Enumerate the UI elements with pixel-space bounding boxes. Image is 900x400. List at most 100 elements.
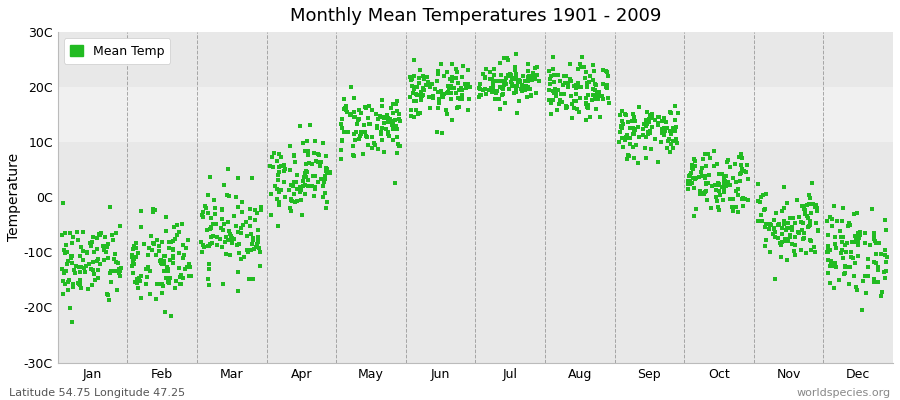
Point — [858, 273, 872, 280]
Point — [390, 98, 404, 104]
Point — [774, 254, 788, 260]
Point — [344, 84, 358, 90]
Point — [458, 80, 473, 87]
Point — [431, 105, 446, 111]
Point — [581, 105, 596, 111]
Point — [640, 109, 654, 116]
Point — [778, 218, 792, 224]
Point — [346, 131, 361, 138]
Point — [415, 93, 429, 99]
Point — [876, 288, 890, 295]
Point — [501, 85, 516, 92]
Point — [153, 260, 167, 266]
Point — [821, 243, 835, 250]
Point — [210, 242, 224, 248]
Point — [590, 92, 604, 99]
Point — [293, 123, 308, 129]
Point — [788, 248, 802, 254]
Point — [214, 244, 229, 250]
Point — [878, 247, 892, 253]
Point — [297, 148, 311, 154]
Point — [155, 281, 169, 287]
Point — [176, 275, 190, 282]
Point — [298, 182, 312, 188]
Point — [205, 240, 220, 247]
Point — [571, 84, 585, 90]
Point — [68, 270, 82, 276]
Point — [346, 143, 360, 149]
Point — [444, 83, 458, 89]
Point — [878, 274, 892, 281]
Point — [295, 212, 310, 218]
Point — [290, 198, 304, 204]
Point — [530, 72, 544, 78]
Point — [735, 194, 750, 201]
Point — [461, 106, 475, 113]
Point — [91, 256, 105, 262]
Point — [509, 110, 524, 117]
Point — [639, 116, 653, 123]
Point — [312, 163, 327, 169]
Point — [503, 78, 517, 85]
Point — [663, 141, 678, 147]
Point — [587, 68, 601, 74]
Point — [878, 216, 893, 223]
Point — [821, 245, 835, 251]
Point — [90, 235, 104, 241]
Point — [526, 76, 540, 83]
Point — [93, 232, 107, 239]
Point — [878, 227, 893, 233]
Point — [662, 109, 677, 116]
Point — [209, 221, 223, 228]
Point — [218, 239, 232, 246]
Point — [158, 274, 173, 281]
Point — [612, 129, 626, 135]
Point — [554, 98, 569, 105]
Point — [412, 79, 427, 86]
Point — [619, 132, 634, 138]
Point — [225, 237, 239, 244]
Point — [446, 84, 461, 91]
Point — [224, 233, 238, 239]
Point — [688, 158, 702, 164]
Point — [874, 292, 888, 299]
Point — [347, 136, 362, 143]
Point — [479, 91, 493, 97]
Point — [127, 260, 141, 267]
Point — [229, 222, 243, 229]
Point — [827, 263, 842, 270]
Point — [636, 132, 651, 138]
Point — [284, 143, 298, 150]
Point — [316, 194, 330, 200]
Point — [847, 211, 861, 217]
Point — [152, 258, 166, 264]
Point — [739, 162, 753, 168]
Point — [357, 129, 372, 136]
Point — [94, 230, 109, 236]
Point — [296, 178, 310, 184]
Point — [589, 81, 603, 88]
Point — [390, 126, 404, 132]
Point — [461, 67, 475, 74]
Point — [762, 221, 777, 228]
Point — [557, 80, 572, 86]
Point — [422, 105, 436, 112]
Point — [382, 116, 397, 122]
Point — [423, 84, 437, 90]
Point — [101, 292, 115, 298]
Point — [619, 134, 634, 140]
Point — [77, 269, 92, 275]
Point — [346, 95, 361, 102]
Point — [439, 111, 454, 118]
Point — [90, 258, 104, 264]
Point — [354, 130, 368, 137]
Point — [486, 78, 500, 84]
Point — [507, 89, 521, 96]
Point — [589, 106, 603, 112]
Point — [320, 199, 335, 206]
Point — [97, 245, 112, 252]
Point — [343, 112, 357, 118]
Point — [298, 160, 312, 167]
Point — [367, 140, 382, 146]
Point — [482, 87, 496, 94]
